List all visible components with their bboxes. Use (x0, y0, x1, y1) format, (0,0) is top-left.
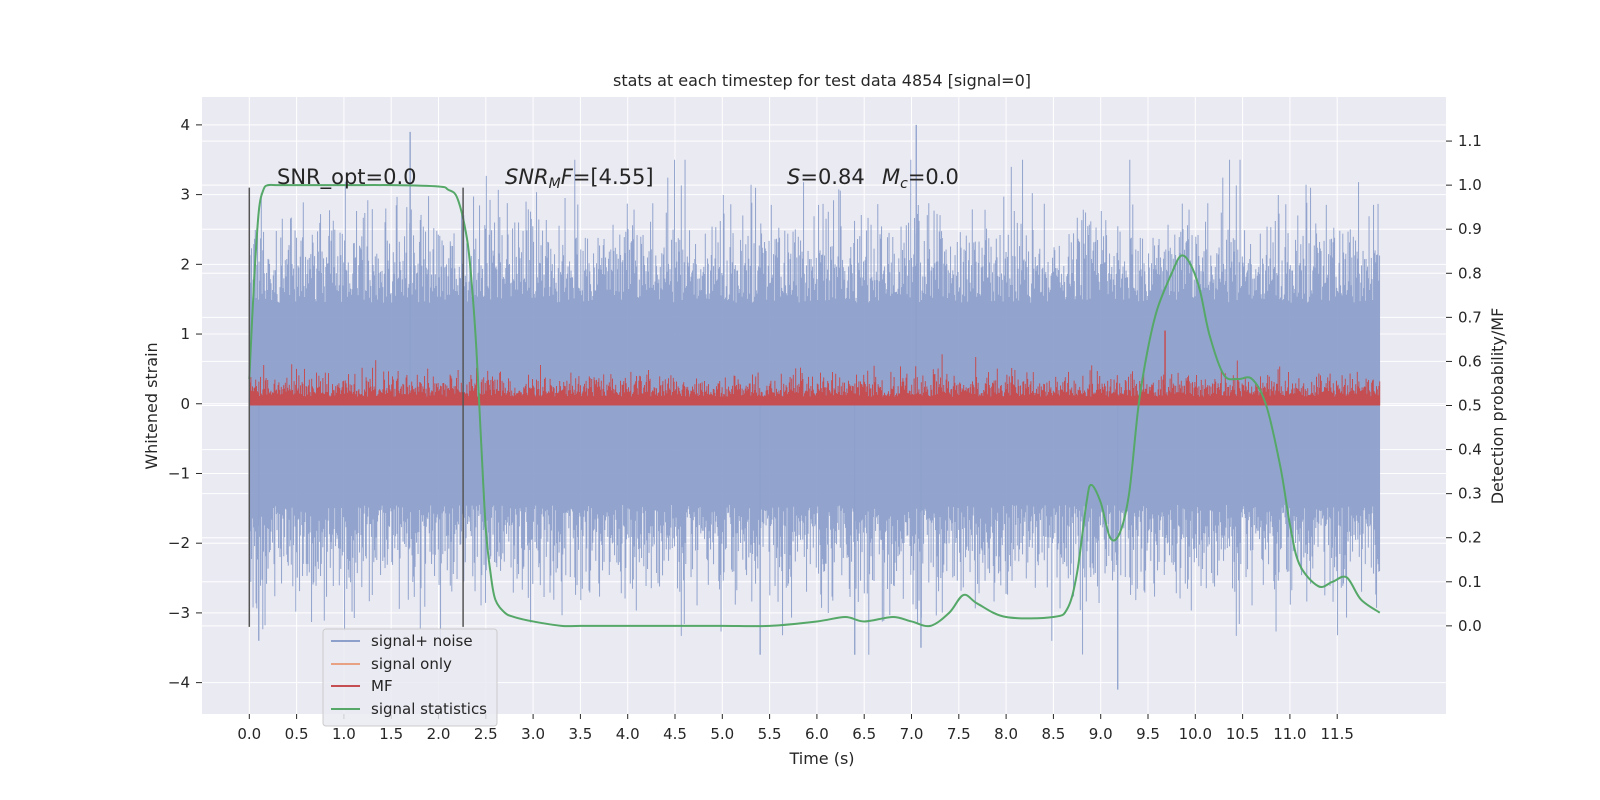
s-value: =0.84 (800, 165, 864, 189)
y-left-tick-label: 1 (180, 325, 190, 343)
y-right-tick-label: 0.7 (1458, 308, 1482, 326)
x-axis-label: Time (s) (788, 749, 854, 768)
x-tick-label: 6.5 (852, 725, 876, 743)
x-tick-label: 9.0 (1089, 725, 1113, 743)
x-tick-label: 7.5 (947, 725, 971, 743)
legend-box (322, 628, 498, 727)
vertical-markers (248, 187, 464, 627)
y-axis-label-right: Detection probability/MF (1488, 308, 1507, 505)
mc-value: =0.0 (908, 165, 959, 189)
annotation-snr-opt: SNR_opt=0.0 (277, 165, 417, 190)
snr-mf-value: =[4.55] (573, 165, 654, 189)
x-tick-label: 2.0 (427, 725, 451, 743)
x-tick-label: 0.5 (285, 725, 309, 743)
y-axis-label-left: Whitened strain (142, 342, 161, 469)
x-tick-label: 10.5 (1226, 725, 1259, 743)
x-tick-label: 1.0 (332, 725, 356, 743)
x-tick-label: 10.0 (1179, 725, 1212, 743)
y-left-tick-label: −4 (168, 674, 190, 692)
x-tick-label: 4.5 (663, 725, 687, 743)
y-right-tick-label: 1.0 (1458, 176, 1482, 194)
signal-statistics-line (248, 183, 1381, 628)
y-right-tick-label: 0.3 (1458, 485, 1482, 503)
x-tick-label: 7.0 (900, 725, 924, 743)
s-symbol: S (787, 165, 800, 189)
annotation-snr-mf: SNRMF=[4.55] (505, 165, 654, 192)
x-tick-label: 3.5 (568, 725, 592, 743)
legend-label-signal-statistics: signal statistics (371, 700, 487, 718)
chart-title: stats at each timestep for test data 485… (613, 71, 1031, 90)
annotation-s: S=0.84 (787, 165, 865, 189)
y-right-tick-label: 0.5 (1458, 397, 1482, 415)
y-left-tick-label: −1 (168, 464, 190, 482)
y-left-tick-label: 4 (180, 116, 190, 134)
y-left-tick-label: 2 (180, 255, 190, 273)
mc-symbol: M (882, 165, 900, 189)
axis-ticks: 0.0 0.5 1.0 1.5 2.0 2.5 3.0 3.5 4.0 4.5 5.0 5.5 6.0 6… (168, 116, 1482, 743)
y-left-tick-label: 3 (180, 186, 190, 204)
x-tick-label: 3.0 (521, 725, 545, 743)
x-tick-label: 8.0 (994, 725, 1018, 743)
legend-label-signal-noise: signal+ noise (371, 632, 473, 650)
y-right-tick-label: 0.4 (1458, 441, 1482, 459)
legend-label-signal-only: signal only (371, 655, 452, 673)
y-right-tick-label: 0.2 (1458, 529, 1482, 547)
snr-mf-prefix: SNR (505, 165, 549, 189)
x-tick-label: 5.0 (710, 725, 734, 743)
x-tick-label: 8.5 (1041, 725, 1065, 743)
legend: signal+ noise signal only MF signal stat… (322, 628, 498, 727)
snr-mf-suffix: F (561, 165, 574, 189)
x-tick-label: 2.5 (474, 725, 498, 743)
x-tick-label: 1.5 (379, 725, 403, 743)
y-left-tick-label: 0 (180, 395, 190, 413)
x-tick-label: 6.0 (805, 725, 829, 743)
x-tick-label: 11.5 (1321, 725, 1354, 743)
y-left-tick-label: −2 (168, 534, 190, 552)
y-right-tick-label: 1.1 (1458, 132, 1482, 150)
x-tick-label: 4.0 (616, 725, 640, 743)
y-right-tick-label: 0.6 (1458, 352, 1482, 370)
y-right-tick-label: 0.9 (1458, 220, 1482, 238)
mc-subscript: c (900, 176, 908, 192)
x-tick-label: 5.5 (758, 725, 782, 743)
legend-label-mf: MF (371, 677, 393, 695)
snr-mf-subscript: M (549, 176, 561, 192)
y-right-tick-label: 0.1 (1458, 573, 1482, 591)
series-signal-statistics (248, 183, 1381, 628)
annotation-mc: Mc=0.0 (882, 165, 959, 192)
y-right-tick-label: 0.8 (1458, 264, 1482, 282)
x-tick-label: 9.5 (1136, 725, 1160, 743)
x-tick-label: 0.0 (237, 725, 261, 743)
y-right-tick-label: 0.0 (1458, 617, 1482, 635)
y-left-tick-label: −3 (168, 604, 190, 622)
x-tick-label: 11.0 (1273, 725, 1306, 743)
